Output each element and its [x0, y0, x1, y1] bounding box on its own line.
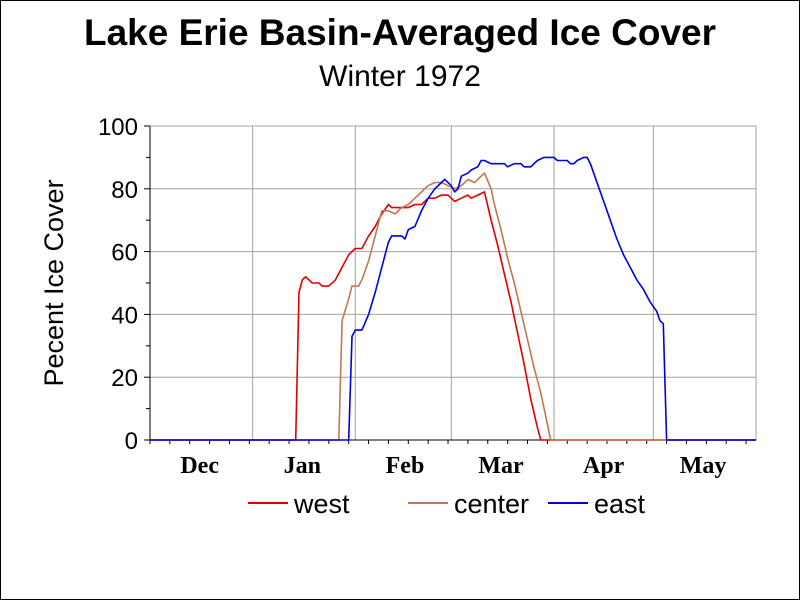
series-line-west: [150, 191, 756, 441]
x-tick-label: Feb: [386, 453, 425, 479]
y-ticks: 0 20 40 60 80 100: [98, 114, 150, 455]
y-tick-label: 20: [111, 365, 138, 392]
legend-label-west: west: [293, 489, 350, 519]
x-tick-label: Mar: [478, 453, 524, 479]
x-tick-label: Dec: [180, 453, 219, 479]
series-lines: [150, 156, 756, 441]
chart-title: Lake Erie Basin-Averaged Ice Cover: [83, 12, 717, 53]
x-tick-label: Jan: [284, 453, 321, 479]
y-tick-label: 40: [111, 302, 138, 329]
legend-label-center: center: [454, 489, 529, 519]
legend-label-east: east: [594, 489, 646, 519]
y-tick-label: 0: [125, 428, 138, 455]
plot-area: [150, 126, 756, 440]
y-tick-label: 80: [111, 177, 138, 204]
legend: west center east: [248, 489, 646, 519]
x-ticks: Dec Jan Feb Mar Apr May: [149, 440, 747, 479]
x-tick-label: May: [680, 453, 727, 479]
x-tick-label: Apr: [583, 453, 625, 479]
y-axis-label: Pecent Ice Cover: [39, 179, 69, 386]
series-line-center: [150, 172, 756, 441]
chart-subtitle: Winter 1972: [319, 60, 481, 93]
series-line-east: [150, 156, 756, 441]
y-tick-label: 100: [98, 114, 138, 141]
y-tick-label: 60: [111, 240, 138, 267]
